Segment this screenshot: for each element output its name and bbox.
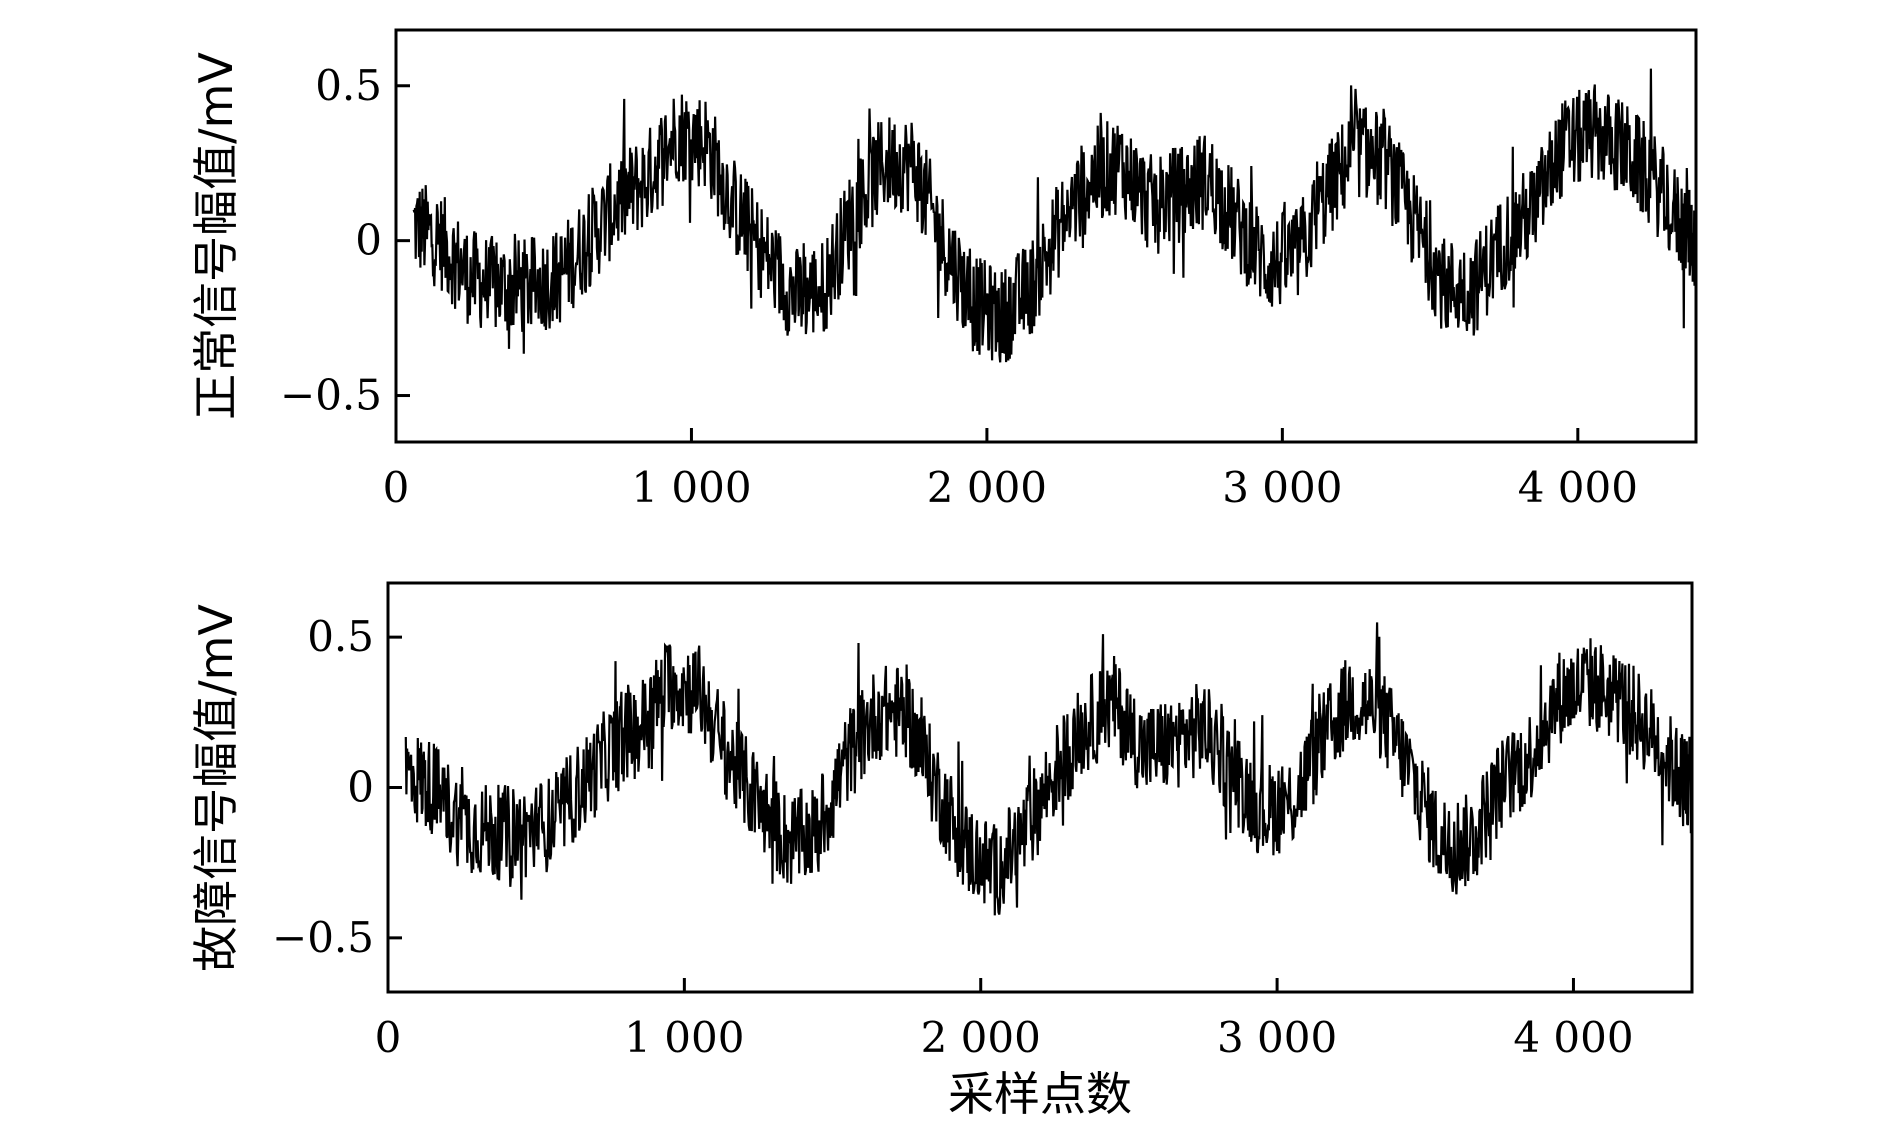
y-tick-label: −0.5 [272,913,374,962]
x-tick-label: 1 000 [631,463,751,512]
x-tick-label: 1 000 [624,1013,744,1062]
y-tick-label: −0.5 [280,371,382,420]
x-tick-label: 4 000 [1518,463,1638,512]
x-tick-label: 2 000 [927,463,1047,512]
x-axis-label: 采样点数 [948,1067,1132,1121]
signal-trace [404,622,1694,916]
x-tick-label: 3 000 [1217,1013,1337,1062]
fault-signal-plot: −0.5 0 0.5 0 1 000 2 000 3 000 4 000 故障信号幅值/mV [189,581,1694,1062]
signal-trace [412,68,1698,363]
y-tick-label: 0.5 [307,612,374,661]
x-tick-label: 2 000 [921,1013,1041,1062]
y-axis-label: 正常信号幅值/mV [189,52,243,420]
plot-frame [394,28,1698,444]
y-tick-label: 0.5 [315,61,382,110]
x-tick-label: 3 000 [1222,463,1342,512]
y-axis-label: 故障信号幅值/mV [189,604,243,972]
x-tick-label: 0 [375,1013,402,1062]
x-tick-label: 0 [383,463,410,512]
x-tick-label: 4 000 [1513,1013,1633,1062]
y-tick-label: 0 [347,763,374,812]
y-tick-label: 0 [355,216,382,265]
